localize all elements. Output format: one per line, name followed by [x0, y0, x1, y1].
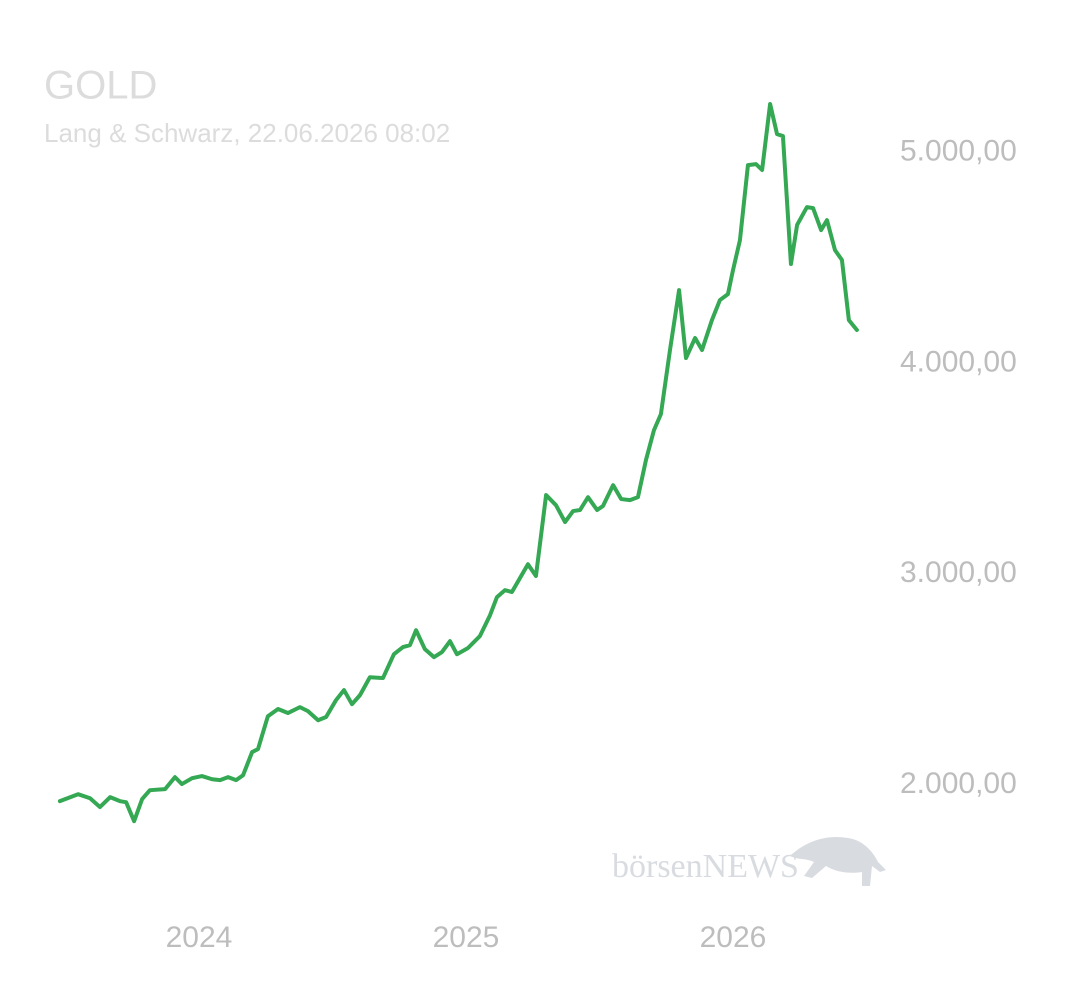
chart-title: GOLD: [44, 64, 157, 108]
y-tick-label: 4.000,00: [900, 345, 1017, 378]
price-line: [57, 102, 859, 824]
watermark-logo: börsenNEWS: [612, 836, 886, 886]
y-tick-label: 5.000,00: [900, 135, 1017, 168]
x-tick-label: 2026: [700, 921, 767, 954]
bull-icon: [790, 836, 886, 886]
x-tick-label: 2024: [166, 921, 233, 954]
watermark: börsenNEWS: [612, 848, 799, 885]
y-tick-label: 3.000,00: [900, 556, 1017, 589]
y-tick-label: 2.000,00: [900, 767, 1017, 800]
x-tick-label: 2025: [433, 921, 500, 954]
chart-subtitle: Lang & Schwarz, 22.06.2026 08:02: [44, 118, 450, 148]
